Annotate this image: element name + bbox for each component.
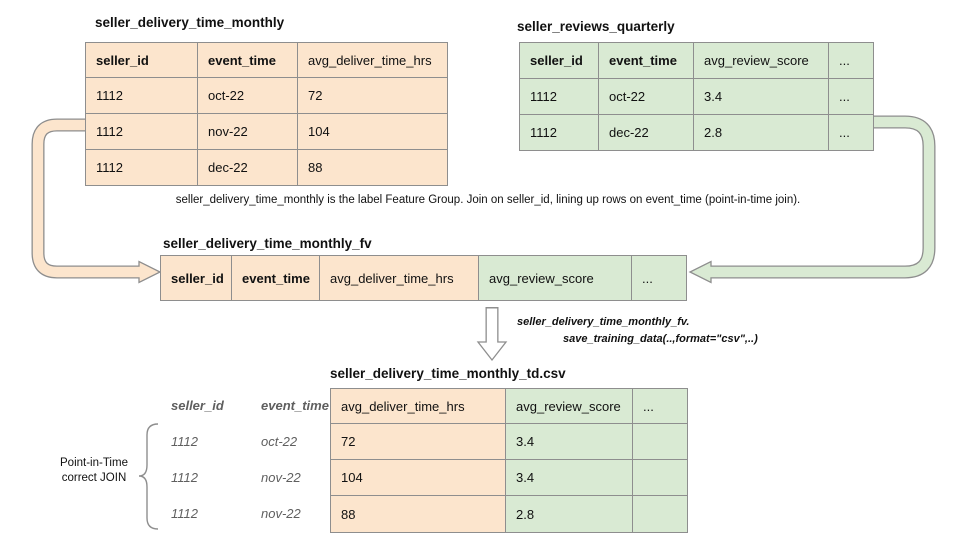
- feature-view-table: seller_id event_time avg_deliver_time_hr…: [160, 255, 687, 301]
- table-cell: 2.8: [694, 115, 829, 151]
- training-data-table: avg_deliver_time_hrs avg_review_score ..…: [330, 388, 688, 533]
- column-header: avg_deliver_time_hrs: [298, 43, 448, 78]
- table-cell: 1112: [86, 78, 198, 114]
- ghost-column-header: seller_id: [171, 398, 224, 413]
- ghost-cell: 1112: [171, 433, 198, 449]
- table-cell: ...: [829, 115, 874, 151]
- reviews-table-title: seller_reviews_quarterly: [517, 19, 675, 34]
- table-cell: 1112: [520, 115, 599, 151]
- table-cell: 1112: [86, 150, 198, 186]
- ghost-cell: oct-22: [261, 433, 298, 449]
- table-cell: 88: [331, 496, 506, 533]
- column-header: seller_id: [86, 43, 198, 78]
- ghost-cell: nov-22: [261, 469, 301, 485]
- column-header: seller_id: [161, 256, 232, 301]
- column-header: event_time: [599, 43, 694, 79]
- table-cell: dec-22: [599, 115, 694, 151]
- join-caption: seller_delivery_time_monthly is the labe…: [175, 194, 801, 206]
- column-header: event_time: [198, 43, 298, 78]
- point-in-time-label: Point-in-Time correct JOIN: [38, 456, 150, 486]
- table-cell: 104: [298, 114, 448, 150]
- table-cell: 3.4: [694, 79, 829, 115]
- ghost-cell: nov-22: [261, 506, 301, 521]
- feature-view-title: seller_delivery_time_monthly_fv: [163, 236, 372, 251]
- table-cell: [633, 460, 688, 496]
- table-cell: [633, 496, 688, 533]
- table-cell: oct-22: [198, 78, 298, 114]
- delivery-table-title: seller_delivery_time_monthly: [95, 15, 285, 30]
- column-header: ...: [633, 389, 688, 424]
- column-header: ...: [632, 256, 687, 301]
- point-in-time-label-line2: correct JOIN: [61, 472, 127, 484]
- column-header: avg_review_score: [479, 256, 632, 301]
- table-cell: 1112: [86, 114, 198, 150]
- column-header: avg_review_score: [506, 389, 633, 424]
- training-data-title: seller_delivery_time_monthly_td.csv: [330, 366, 566, 381]
- table-cell: 3.4: [506, 424, 633, 460]
- ghost-key-columns: seller_id event_time 1112 oct-22 1112 no…: [163, 388, 331, 532]
- column-header: avg_review_score: [694, 43, 829, 79]
- table-cell: 72: [298, 78, 448, 114]
- delivery-table: seller_id event_time avg_deliver_time_hr…: [85, 42, 448, 186]
- table-cell: dec-22: [198, 150, 298, 186]
- table-cell: oct-22: [599, 79, 694, 115]
- down-arrow-icon: [476, 307, 508, 362]
- ghost-column-header: event_time: [261, 398, 329, 413]
- table-cell: [633, 424, 688, 460]
- save-call-line1: seller_delivery_time_monthly_fv.: [517, 316, 690, 328]
- table-cell: 88: [298, 150, 448, 186]
- table-cell: ...: [829, 79, 874, 115]
- ghost-cell: 1112: [171, 469, 198, 485]
- reviews-table: seller_id event_time avg_review_score ..…: [519, 42, 874, 151]
- table-cell: 1112: [520, 79, 599, 115]
- table-cell: 3.4: [506, 460, 633, 496]
- table-cell: nov-22: [198, 114, 298, 150]
- column-header: avg_deliver_time_hrs: [331, 389, 506, 424]
- save-call-line2: save_training_data(..,format="csv",..): [563, 333, 758, 345]
- table-cell: 72: [331, 424, 506, 460]
- table-cell: 2.8: [506, 496, 633, 533]
- column-header: event_time: [232, 256, 320, 301]
- column-header: seller_id: [520, 43, 599, 79]
- point-in-time-label-line1: Point-in-Time: [60, 457, 128, 469]
- column-header: ...: [829, 43, 874, 79]
- table-cell: 104: [331, 460, 506, 496]
- column-header: avg_deliver_time_hrs: [320, 256, 479, 301]
- ghost-cell: 1112: [171, 506, 198, 521]
